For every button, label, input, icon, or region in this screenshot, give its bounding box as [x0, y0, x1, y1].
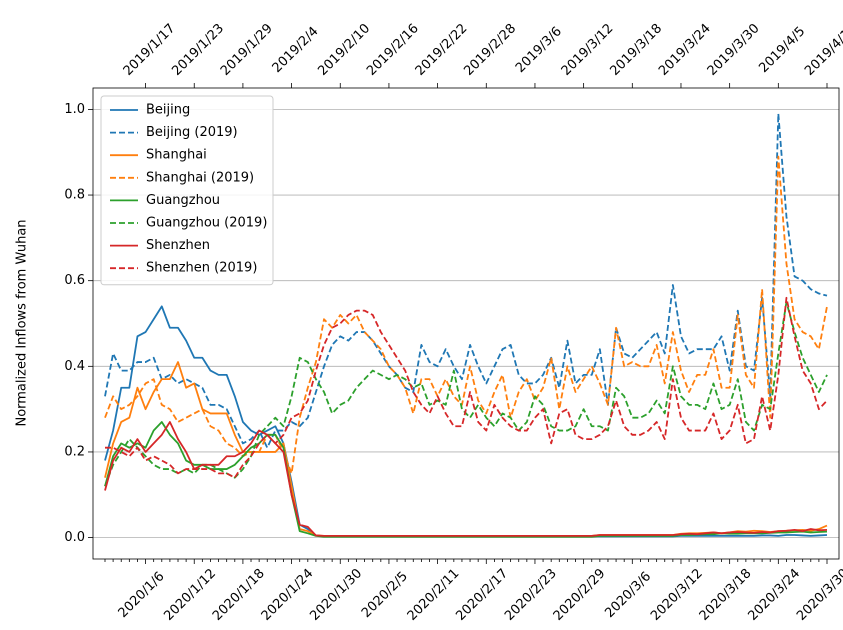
series-line — [104, 421, 828, 538]
x-tick-label: 2020/2/23 — [502, 566, 560, 624]
plot-frame — [92, 87, 840, 560]
top-x-tick-label: 2019/2/28 — [461, 21, 519, 79]
y-tick-label: 0.0 — [64, 530, 85, 545]
series-line — [104, 155, 828, 475]
y-tick-label: 0.6 — [64, 273, 85, 288]
legend-label: Guangzhou (2019) — [146, 216, 267, 231]
legend-label: Beijing — [146, 103, 190, 118]
legend-label: Guangzhou — [146, 193, 220, 208]
top-x-tick-label: 2019/3/30 — [705, 21, 763, 79]
top-x-tick-label: 2019/3/6 — [513, 24, 565, 76]
x-tick-label: 2020/3/24 — [745, 566, 803, 624]
top-x-tick-label: 2019/1/29 — [218, 21, 276, 79]
y-tick-label: 1.0 — [64, 102, 85, 117]
legend-label: Shanghai — [146, 148, 207, 163]
x-tick-label: 2020/2/5 — [359, 569, 411, 621]
top-x-tick-label: 2019/3/12 — [559, 21, 617, 79]
x-tick-label: 2020/3/18 — [697, 566, 755, 624]
y-tick-label: 0.8 — [64, 188, 85, 203]
x-tick-label: 2020/2/29 — [551, 566, 609, 624]
top-x-tick-label: 2019/3/24 — [656, 21, 714, 79]
y-tick-label: 0.2 — [64, 444, 85, 459]
series-line — [104, 301, 828, 487]
x-tick-label: 2020/1/12 — [161, 566, 219, 624]
series-line — [104, 112, 828, 449]
top-x-tick-label: 2019/3/18 — [607, 21, 665, 79]
top-x-tick-label: 2019/2/22 — [413, 21, 471, 79]
x-tick-label: 2020/3/12 — [648, 566, 706, 624]
legend-label: Shanghai (2019) — [146, 170, 254, 185]
top-x-tick-label: 2019/1/17 — [121, 21, 179, 79]
x-tick-label: 2020/1/6 — [116, 569, 168, 621]
legend-box — [100, 95, 274, 286]
x-tick-label: 2020/3/6 — [602, 569, 654, 621]
x-tick-label: 2020/2/11 — [405, 566, 463, 624]
x-tick-label: 2020/1/24 — [259, 566, 317, 624]
legend: Beijing Beijing (2019) Shanghai Shanghai (2… — [100, 95, 274, 286]
series-line — [104, 305, 828, 538]
x-tick-label: 2020/3/30 — [794, 566, 843, 624]
legend-label: Shenzhen — [146, 238, 210, 253]
top-x-tick-label: 2019/2/10 — [315, 21, 373, 79]
y-tick-label: 0.4 — [64, 359, 85, 374]
y-axis-label: Normalized Inflows from Wuhan — [15, 219, 30, 426]
top-x-tick-label: 2019/2/4 — [270, 24, 322, 76]
series-line — [104, 421, 828, 537]
x-tick-label: 2020/1/30 — [307, 566, 365, 624]
top-x-tick-label: 2019/4/11 — [802, 21, 843, 79]
series-line — [105, 296, 828, 479]
x-tick-label: 2020/2/17 — [453, 566, 511, 624]
top-x-tick-label: 2019/4/5 — [756, 24, 808, 76]
x-tick-label: 2020/1/18 — [210, 566, 268, 624]
legend-label: Shenzhen (2019) — [146, 261, 257, 276]
top-x-tick-label: 2019/1/23 — [169, 21, 227, 79]
top-x-tick-label: 2019/2/16 — [364, 21, 422, 79]
legend-label: Beijing (2019) — [146, 125, 238, 140]
